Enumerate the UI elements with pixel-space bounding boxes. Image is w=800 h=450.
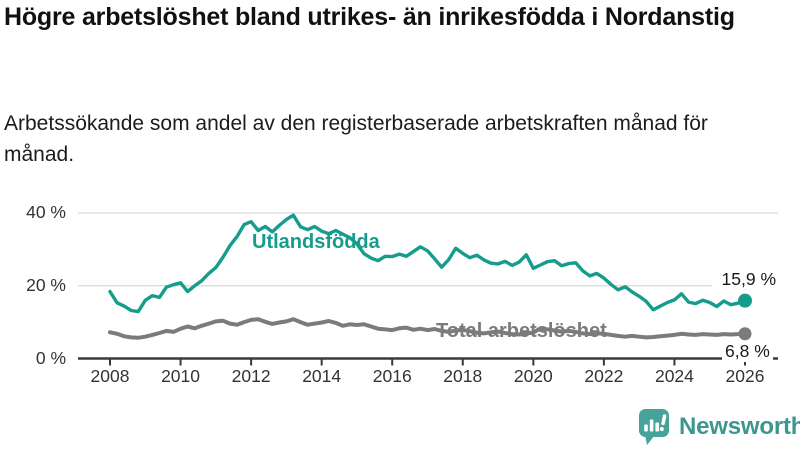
newsworthy-icon [639, 409, 669, 445]
x-tick-label-2026: 2026 [725, 366, 765, 386]
x-tick-label-2016: 2016 [372, 366, 412, 386]
newsworthy-wordmark: Newsworthy [679, 413, 800, 440]
x-tick-label-2010: 2010 [161, 366, 201, 386]
page-title: Högre arbetslöshet bland utrikes- än inr… [4, 3, 735, 31]
end-dot-total-arbetsloshet [738, 327, 752, 341]
y-tick-label-40: 40 % [26, 202, 66, 222]
line-total-arbetsloshet [108, 317, 747, 340]
series-label-utlandsfodda: Utlandsfödda [252, 231, 380, 253]
y-tick-label-20: 20 % [26, 275, 66, 295]
end-value-label-total-arbetsloshet: 6,8 % [722, 341, 773, 362]
end-value-label-utlandsfodda: 15,9 % [712, 269, 778, 290]
end-dot-utlandsfodda [738, 293, 753, 308]
x-tick-label-2020: 2020 [513, 366, 553, 386]
x-tick-label-2022: 2022 [584, 366, 624, 386]
x-tick-label-2024: 2024 [654, 366, 694, 386]
line-utlandsfodda [108, 213, 747, 314]
x-tick-label-2012: 2012 [231, 366, 271, 386]
y-tick-label-0: 0 % [35, 348, 66, 368]
subtitle: Arbetssökande som andel av den registerb… [4, 112, 708, 166]
series-label-total-arbetsloshet: Total arbetslöshet [436, 320, 607, 342]
x-tick-label-2018: 2018 [443, 366, 483, 386]
x-tick-label-2014: 2014 [302, 366, 342, 386]
x-tick-label-2008: 2008 [90, 366, 130, 386]
newsworthy-logo[interactable]: Newsworthy [638, 407, 800, 447]
